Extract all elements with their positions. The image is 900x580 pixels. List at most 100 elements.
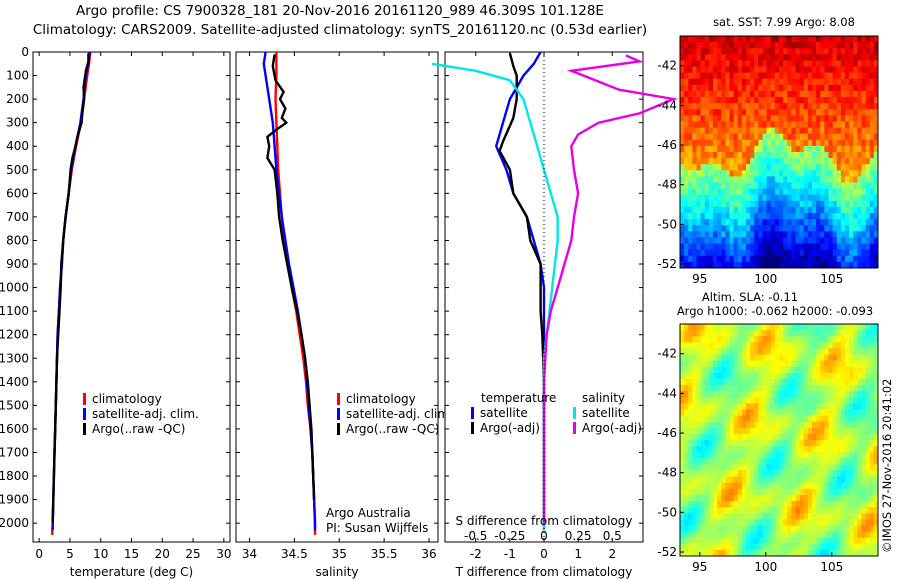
map-cell [713, 354, 718, 362]
map-cell [795, 139, 801, 147]
map-cell [746, 488, 751, 496]
map-cell [857, 72, 862, 80]
map-cell [696, 255, 702, 263]
map-cell [857, 458, 862, 465]
map-cell [680, 513, 685, 520]
map-cell [824, 403, 829, 410]
map-cell [708, 84, 714, 92]
map-cell [729, 200, 735, 208]
map-cell [750, 415, 755, 423]
map-cell [766, 115, 772, 122]
map-cell [688, 255, 693, 263]
map-cell [857, 42, 862, 49]
x-tick-label: 0 [540, 547, 548, 561]
map-cell [816, 213, 821, 220]
map-cell [791, 378, 796, 386]
map-cell [737, 115, 743, 122]
map-cell [754, 97, 759, 104]
map-cell [737, 231, 743, 238]
map-cell [783, 42, 788, 49]
map-cell [713, 182, 718, 190]
map-cell [766, 501, 772, 508]
s-tick-label: -0.25 [494, 529, 525, 543]
map-cell [741, 385, 747, 392]
map-cell [783, 360, 788, 368]
map-cell [774, 188, 780, 196]
map-cell [795, 342, 801, 349]
map-cell [733, 188, 739, 196]
map-cell [853, 42, 858, 49]
map-cell [721, 433, 726, 441]
map-cell [717, 60, 722, 67]
map-cell [849, 219, 854, 226]
map-cell [713, 249, 718, 257]
map-cell [737, 176, 743, 183]
map-cell [853, 72, 858, 80]
map-cell [824, 237, 829, 244]
map-cell [733, 182, 739, 190]
map-cell [816, 97, 821, 104]
map-cell [828, 549, 834, 557]
map-cell [692, 519, 697, 526]
map-cell [741, 427, 747, 435]
map-cell [741, 152, 747, 159]
map-cell [766, 549, 772, 557]
map-cell [845, 127, 850, 135]
map-cell [861, 385, 867, 392]
map-cell [713, 121, 718, 128]
map-cell [754, 48, 759, 55]
map-cell [746, 433, 751, 441]
map-cell [733, 84, 739, 92]
map-cell [791, 507, 796, 514]
map-cell [779, 261, 784, 269]
annotation-pi: PI: Susan Wijffels [326, 521, 428, 535]
map-cell [803, 458, 809, 465]
map-cell [795, 391, 801, 398]
map-cell [696, 464, 702, 471]
map-cell [807, 494, 813, 502]
map-cell [816, 182, 821, 190]
map-cell [758, 139, 763, 147]
map-cell [853, 488, 858, 496]
map-cell [758, 324, 763, 331]
map-cell [770, 225, 776, 232]
map-cell [741, 391, 747, 398]
map-cell [865, 60, 871, 67]
map-cell [832, 348, 838, 355]
map-cell [750, 48, 755, 55]
map-cell [869, 103, 875, 110]
map-cell [762, 409, 768, 416]
map-cell [783, 121, 788, 128]
map-cell [684, 440, 689, 447]
map-cell [799, 249, 805, 257]
map-cell [791, 525, 796, 532]
map-cell [762, 188, 768, 196]
map-cell [700, 452, 706, 459]
map-cell [803, 397, 809, 404]
map-cell [713, 237, 718, 244]
map-cell [708, 182, 714, 190]
map-cell [754, 200, 759, 208]
map-cell [684, 243, 689, 251]
map-cell [684, 366, 689, 374]
map-cell [861, 397, 867, 404]
map-cell [820, 507, 825, 514]
map-cell [766, 458, 772, 465]
map-cell [828, 219, 834, 226]
map-cell [824, 103, 829, 110]
map-cell [820, 194, 825, 202]
map-cell [741, 188, 747, 196]
map-cell [766, 243, 772, 251]
map-cell [692, 97, 697, 104]
map-cell [795, 72, 801, 80]
map-cell [791, 354, 796, 362]
map-cell [795, 458, 801, 465]
map-cell [762, 537, 768, 545]
map-cell [746, 360, 751, 368]
map-cell [873, 476, 879, 484]
map-cell [766, 145, 772, 153]
map-cell [799, 409, 805, 416]
map-cell [746, 145, 751, 153]
map-cell [828, 133, 834, 141]
map-cell [791, 336, 796, 343]
